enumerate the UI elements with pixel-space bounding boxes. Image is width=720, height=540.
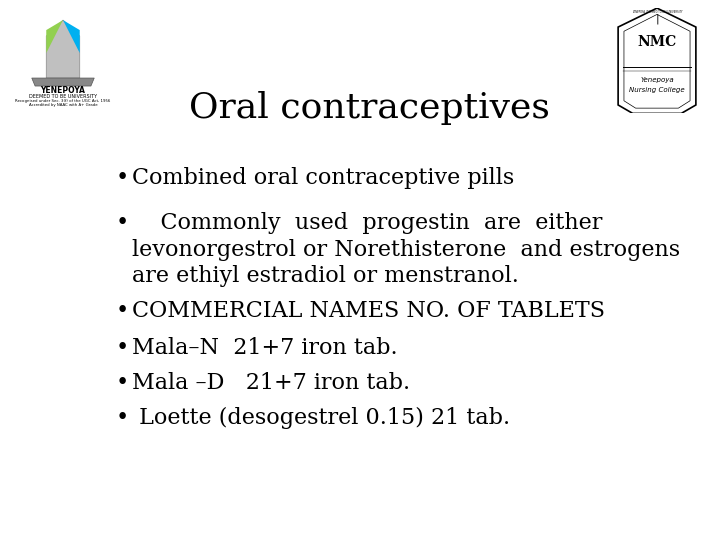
- Text: Mala–N  21+7 iron tab.: Mala–N 21+7 iron tab.: [132, 337, 397, 359]
- Text: Accredited by NAAC with A+ Grade: Accredited by NAAC with A+ Grade: [29, 103, 97, 107]
- Text: Oral contraceptives: Oral contraceptives: [189, 91, 549, 125]
- Text: •: •: [116, 372, 129, 394]
- Polygon shape: [32, 78, 94, 86]
- Text: NMC: NMC: [637, 35, 677, 49]
- Text: Recognised under Sec. 3(f) of the UGC Act, 1956: Recognised under Sec. 3(f) of the UGC Ac…: [15, 99, 111, 103]
- Text: •: •: [116, 337, 129, 359]
- Text: Loette (desogestrel 0.15) 21 tab.: Loette (desogestrel 0.15) 21 tab.: [132, 407, 510, 429]
- Text: Combined oral contraceptive pills: Combined oral contraceptive pills: [132, 167, 514, 188]
- Polygon shape: [46, 20, 80, 78]
- Text: Mala –D   21+7 iron tab.: Mala –D 21+7 iron tab.: [132, 372, 410, 394]
- Text: YENEPOYA: YENEPOYA: [40, 86, 86, 95]
- Text: |: |: [655, 14, 659, 24]
- Text: •: •: [116, 212, 129, 234]
- Text: •: •: [116, 407, 129, 429]
- Text: •: •: [116, 167, 129, 188]
- Text: Nursing College: Nursing College: [629, 87, 685, 93]
- Polygon shape: [63, 20, 80, 53]
- Text: Commonly  used  progestin  are  either
levonorgestrol or Norethisterone  and est: Commonly used progestin are either levon…: [132, 212, 680, 287]
- Text: Yenepoya: Yenepoya: [640, 77, 674, 83]
- Text: COMMERCIAL NAMES NO. OF TABLETS: COMMERCIAL NAMES NO. OF TABLETS: [132, 300, 605, 322]
- Polygon shape: [46, 20, 63, 53]
- Text: YENEPOYA (DEEMED TO BE) UNIVERSITY: YENEPOYA (DEEMED TO BE) UNIVERSITY: [631, 10, 683, 15]
- Text: •: •: [116, 300, 129, 322]
- Text: DEEMED TO BE UNIVERSITY: DEEMED TO BE UNIVERSITY: [29, 94, 97, 99]
